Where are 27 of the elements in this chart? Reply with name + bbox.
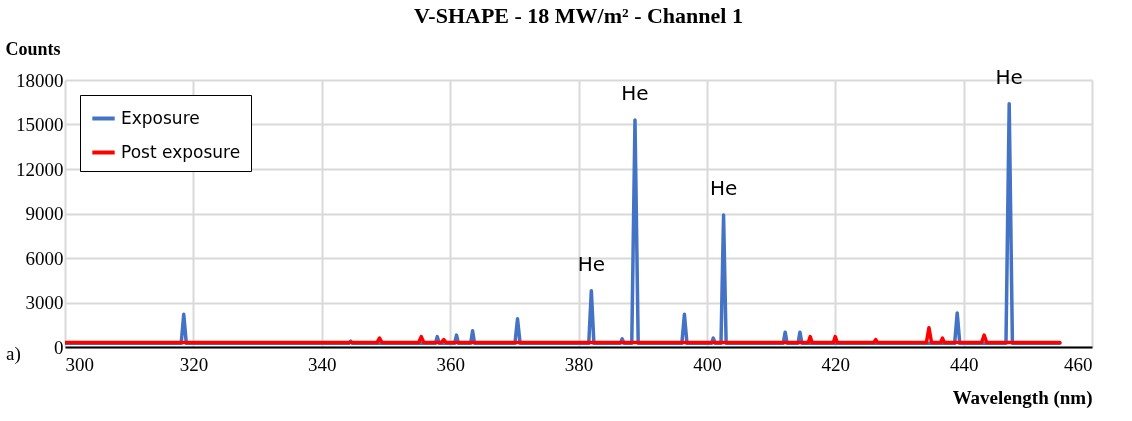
x-axis-title: Wavelength (nm) [952,386,1093,409]
y-tick-label: 15000 [16,114,64,135]
legend-label: Post exposure [121,141,241,162]
x-tick-label: 380 [564,353,594,375]
x-tick-label: 320 [179,353,209,375]
y-axis-title: Counts [5,38,61,59]
y-tick-label: 6000 [25,247,64,269]
y-tick-label: 9000 [25,203,64,224]
x-tick-label: 360 [436,353,465,375]
text: a) [6,343,21,365]
y-tick-label: 3000 [25,292,64,313]
annotation: He [621,81,649,106]
y-tick-label: 0 [54,336,64,358]
y-tick-label: 18000 [16,69,64,91]
x-tick-label: 400 [693,353,722,375]
legend-label: Exposure [121,107,200,128]
annotation: He [709,175,738,200]
y-tick-label: 12000 [16,158,64,180]
x-tick-label: 460 [1064,353,1093,375]
line-series [65,325,1062,345]
chart-title: V-SHAPE - 18 MW/m² - Channel 1 [414,3,743,28]
x-tick-label: 440 [949,353,979,375]
x-tick-label: 340 [308,353,337,375]
annotation: He [577,251,606,276]
x-tick-label: 420 [821,353,850,375]
annotation: He [995,64,1023,89]
x-tick-label: 300 [65,353,94,375]
